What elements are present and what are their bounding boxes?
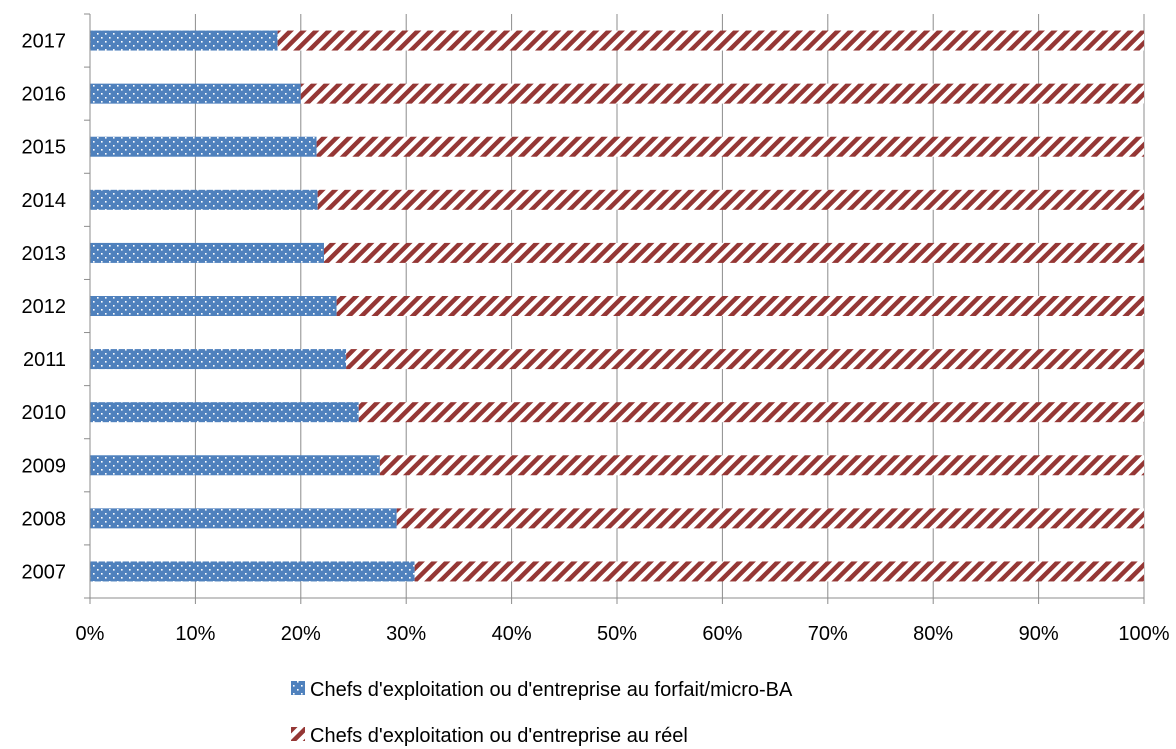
y-tick-label-2016: 2016: [22, 84, 67, 106]
legend-label-forfait: Chefs d'exploitation ou d'entreprise au …: [310, 679, 793, 701]
bar-reel-2015: [316, 136, 1144, 157]
legend-label-reel: Chefs d'exploitation ou d'entreprise au …: [310, 725, 688, 747]
bar-forfait-2013: [90, 242, 324, 263]
legend-swatch-forfait: [291, 681, 305, 695]
x-tick-label: 90%: [1019, 623, 1059, 645]
axes: [84, 13, 1145, 604]
bar-reel-2014: [317, 189, 1144, 210]
bar-forfait-2008: [90, 508, 397, 529]
y-tick-label-2009: 2009: [22, 455, 67, 477]
y-tick-label-2012: 2012: [22, 296, 67, 318]
bar-forfait-2016: [90, 83, 301, 104]
bar-forfait-2010: [90, 402, 359, 423]
bar-forfait-2014: [90, 189, 318, 210]
y-tick-label-2014: 2014: [22, 190, 67, 212]
x-tick-label: 70%: [808, 623, 848, 645]
x-tick-label: 100%: [1118, 623, 1169, 645]
x-tick-label: 60%: [702, 623, 742, 645]
bar-forfait-2011: [90, 349, 347, 370]
legend: Chefs d'exploitation ou d'entreprise au …: [291, 679, 793, 747]
x-tick-label: 0%: [76, 623, 105, 645]
bar-reel-2008: [396, 508, 1144, 529]
y-tick-label-2015: 2015: [22, 137, 67, 159]
bar-forfait-2015: [90, 136, 317, 157]
y-tick-label-2007: 2007: [22, 561, 67, 583]
x-tick-label: 30%: [386, 623, 426, 645]
legend-swatch-reel: [291, 727, 305, 741]
x-tick-label: 20%: [281, 623, 321, 645]
x-axis-labels: 0% 10% 20% 30% 40% 50% 60% 70% 80% 90% 100%: [76, 623, 1170, 645]
legend-item-forfait: Chefs d'exploitation ou d'entreprise au …: [291, 679, 793, 701]
x-tick-label: 80%: [913, 623, 953, 645]
y-tick-label-2011: 2011: [23, 349, 66, 371]
y-axis-labels: 2017 2016 2015 2014 2013 2012 2011 2010 2009 2008…: [22, 31, 67, 584]
bar-reel-2009: [379, 455, 1145, 476]
x-tick-label: 40%: [492, 623, 532, 645]
y-tick-label-2013: 2013: [22, 243, 67, 265]
x-tick-label: 10%: [175, 623, 215, 645]
x-tick-label: 50%: [597, 623, 637, 645]
bar-forfait-2017: [90, 30, 278, 51]
bar-reel-2017: [277, 30, 1144, 51]
legend-item-reel: Chefs d'exploitation ou d'entreprise au …: [291, 725, 688, 747]
bar-reel-2007: [414, 561, 1145, 582]
y-tick-label-2008: 2008: [22, 508, 67, 530]
bar-reel-2013: [323, 242, 1144, 263]
bar-forfait-2009: [90, 455, 380, 476]
bar-forfait-2007: [90, 561, 415, 582]
y-tick-label-2010: 2010: [22, 402, 67, 424]
bar-reel-2012: [336, 296, 1144, 316]
bar-reel-2010: [358, 402, 1144, 423]
bar-forfait-2012: [90, 296, 337, 316]
bars: [90, 30, 1145, 582]
y-tick-label-2017: 2017: [22, 31, 67, 53]
bar-reel-2011: [346, 349, 1144, 370]
bar-reel-2016: [300, 83, 1144, 104]
